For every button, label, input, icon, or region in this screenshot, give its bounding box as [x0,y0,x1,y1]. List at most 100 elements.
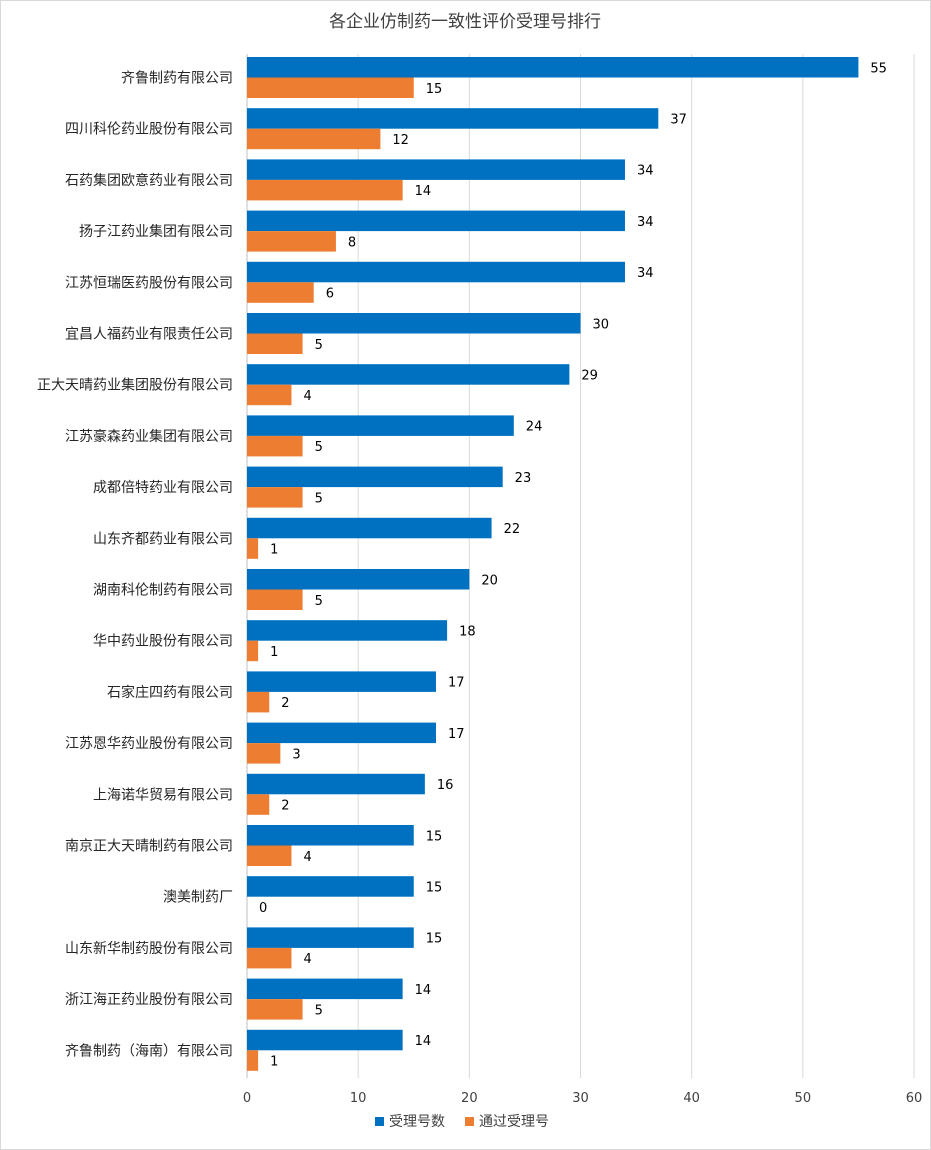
bar-applications [247,466,503,488]
category-label: 浙江海正药业股份有限公司 [65,992,233,1008]
x-tick-label: 30 [572,1091,589,1106]
data-label: 1 [270,543,278,558]
category-label: 宜昌人福药业有限责任公司 [65,327,233,343]
bar-applications [247,825,414,846]
bar-passed [247,845,292,866]
x-tick-label: 0 [243,1091,251,1106]
bar-applications [247,210,625,232]
legend-label: 通过受理号 [479,1114,549,1130]
data-label: 22 [504,522,521,537]
bar-passed [247,1050,259,1071]
category-label: 成都倍特药业有限公司 [93,480,233,496]
category-label: 湖南科伦制药有限公司 [93,583,233,599]
bar-applications [247,569,470,590]
bar-applications [247,876,414,897]
data-label: 4 [303,850,311,865]
data-label: 37 [670,112,687,127]
data-label: 23 [515,471,532,486]
data-label: 5 [315,594,323,609]
data-label: 34 [637,266,654,281]
data-label: 1 [270,645,278,660]
legend-swatch [465,1117,474,1126]
bar-passed [247,538,259,559]
data-label: 24 [526,420,543,435]
bar-passed [247,435,303,457]
data-label: 15 [426,829,443,844]
data-label: 16 [437,778,454,793]
data-label: 14 [415,983,432,998]
x-tick-label: 20 [461,1091,478,1106]
bar-passed [247,231,336,252]
bar-applications [247,620,448,641]
data-label: 2 [281,799,289,814]
category-label: 江苏恒瑞医药股份有限公司 [65,275,233,291]
category-label: 南京正大天晴制药有限公司 [65,839,233,855]
data-label: 34 [637,164,654,179]
bar-passed [247,589,303,610]
bar-applications [247,927,414,948]
bar-passed [247,691,270,713]
data-label: 3 [292,747,300,762]
category-label: 齐鲁制药有限公司 [121,71,233,87]
bar-passed [247,128,381,150]
bar-applications [247,364,570,385]
data-label: 5 [315,338,323,353]
data-label: 12 [392,133,409,148]
bar-applications [247,978,403,1000]
category-label: 山东新华制药股份有限公司 [65,941,233,957]
data-label: 4 [303,389,311,404]
data-label: 18 [459,624,476,639]
bar-applications [247,517,492,539]
x-tick-label: 50 [795,1091,812,1106]
data-label: 20 [481,573,498,588]
bar-passed [247,384,292,406]
bar-applications [247,773,425,795]
data-label: 34 [637,215,654,230]
category-label: 四川科伦药业股份有限公司 [65,122,233,138]
data-label: 0 [259,901,267,916]
bar-applications [247,57,859,78]
category-label: 扬子江药业集团有限公司 [79,223,233,240]
bar-applications [247,415,514,436]
bar-passed [247,282,314,303]
legend-label: 受理号数 [389,1114,445,1130]
data-label: 5 [315,440,323,455]
category-label: 上海诺华贸易有限公司 [93,787,233,803]
category-label: 江苏恩华药业股份有限公司 [65,736,233,752]
bar-applications [247,1029,403,1051]
legend-swatch [375,1117,384,1126]
bar-passed [247,794,270,815]
data-label: 2 [281,696,289,711]
bar-passed [247,333,303,354]
bar-passed [247,77,414,98]
category-label: 华中药业股份有限公司 [93,634,233,650]
bar-passed [247,179,403,201]
category-label: 齐鲁制药（海南）有限公司 [65,1043,233,1059]
bar-applications [247,671,436,692]
data-label: 1 [270,1055,278,1070]
bar-passed [247,947,292,969]
category-label: 正大天晴药业集团股份有限公司 [37,377,233,394]
bar-passed [247,640,259,662]
bar-applications [247,722,436,744]
data-label: 5 [315,1003,323,1018]
data-label: 55 [870,61,887,76]
data-label: 4 [303,952,311,967]
data-label: 17 [448,727,465,742]
data-label: 15 [426,82,443,97]
bar-passed [247,999,303,1020]
bar-applications [247,313,581,334]
category-label: 石药集团欧意药业有限公司 [65,172,233,189]
chart-title: 各企业仿制药一致性评价受理号排行 [329,12,601,32]
data-label: 15 [426,932,443,947]
x-tick-label: 60 [906,1091,923,1106]
category-label: 山东齐都药业有限公司 [93,531,233,547]
data-label: 8 [348,235,356,250]
bar-applications [247,261,625,283]
category-label: 石家庄四药有限公司 [107,684,233,701]
data-label: 30 [593,317,610,332]
data-label: 15 [426,880,443,895]
data-label: 6 [326,287,334,302]
x-tick-label: 10 [350,1091,367,1106]
